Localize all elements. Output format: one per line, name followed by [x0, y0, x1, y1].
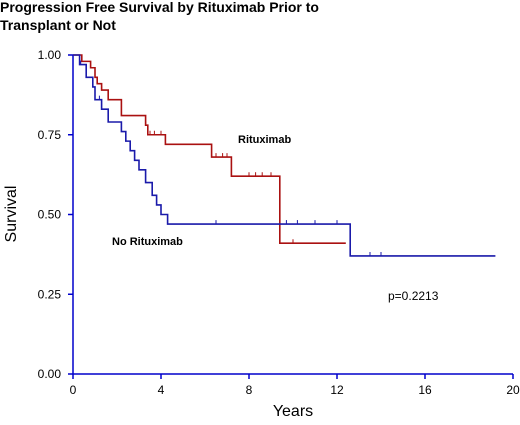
y-tick-label: 1.00 — [38, 48, 62, 62]
x-tick-label: 4 — [158, 383, 165, 397]
y-tick-label: 0.00 — [38, 367, 62, 381]
y-axis-title: Survival — [3, 186, 20, 243]
series-layer — [73, 54, 496, 257]
chart-title-line-2: Transplant or Not — [0, 17, 116, 33]
p-value-annotation: p=0.2213 — [388, 289, 439, 303]
axes: 0.00 0.25 0.50 0.75 1.00 0 4 8 12 16 20 — [38, 48, 520, 397]
chart-title-line-1: Progression Free Survival by Rituximab P… — [0, 0, 319, 15]
series-label-rituximab: Rituximab — [238, 134, 291, 146]
x-tick-label: 12 — [330, 383, 344, 397]
x-tick-label: 8 — [246, 383, 253, 397]
x-tick-label: 16 — [418, 383, 432, 397]
series-line-no-rituximab — [73, 54, 496, 257]
x-tick-label: 0 — [70, 383, 77, 397]
x-tick-label: 20 — [506, 383, 520, 397]
y-tick-label: 0.75 — [38, 128, 62, 142]
series-label-no-rituximab: No Rituximab — [112, 236, 183, 248]
y-tick-label: 0.50 — [38, 208, 62, 222]
series-line-rituximab — [73, 54, 346, 245]
x-axis-title: Years — [273, 403, 313, 420]
y-tick-label: 0.25 — [38, 287, 62, 301]
